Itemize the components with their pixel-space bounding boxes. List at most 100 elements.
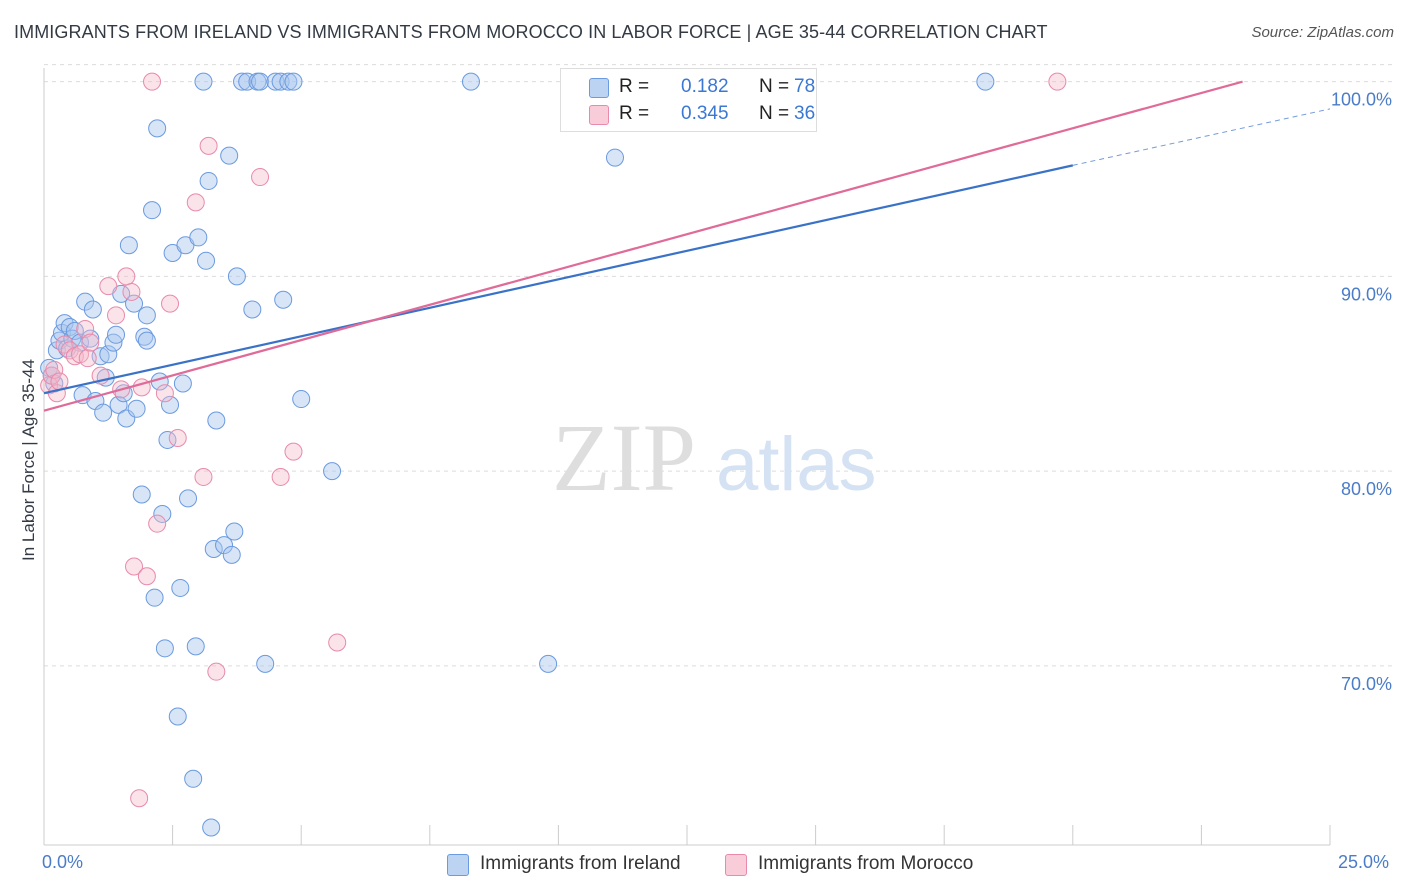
morocco-point — [99, 277, 118, 296]
morocco-point — [155, 384, 174, 403]
ireland-point — [605, 148, 624, 167]
ireland-point — [233, 72, 252, 91]
morocco-point — [122, 282, 141, 301]
ireland-point — [171, 578, 190, 597]
morocco-point — [81, 333, 100, 352]
morocco-point — [78, 349, 97, 368]
ireland-point — [173, 374, 192, 393]
ireland-point — [119, 236, 138, 255]
ireland-point — [94, 403, 113, 422]
morocco-point — [60, 341, 79, 360]
ireland-point — [189, 228, 208, 247]
trend-lines — [43, 80, 1331, 412]
ireland-point — [323, 462, 342, 481]
n-label: N = — [759, 103, 790, 124]
ireland-point — [207, 411, 226, 430]
gridlines — [44, 64, 1392, 667]
ireland-point — [83, 300, 102, 319]
ireland-point — [199, 171, 218, 190]
ireland-point — [125, 294, 144, 313]
ireland-point — [238, 72, 257, 91]
ireland-point — [266, 72, 285, 91]
ireland-point — [76, 292, 95, 311]
ireland-point — [243, 300, 262, 319]
ireland-point — [461, 72, 480, 91]
morocco-point — [207, 662, 226, 681]
ireland-point — [251, 72, 270, 91]
morocco-point — [148, 514, 167, 533]
ireland-point — [274, 290, 293, 309]
ireland-point — [109, 395, 128, 414]
ireland-point — [81, 329, 100, 348]
morocco-legend-swatch — [725, 854, 747, 876]
morocco-point — [107, 306, 126, 325]
morocco-point — [76, 319, 95, 338]
n-value: 36 — [794, 103, 816, 124]
y-axis-label: In Labor Force | Age 35-44 — [19, 359, 38, 561]
n-value: 78 — [794, 76, 816, 97]
correlation-legend: R = 0.182 N = 78 R = 0.345 N = 36 — [560, 68, 817, 132]
morocco-point — [251, 168, 270, 187]
y-tick-label: 90.0% — [1341, 284, 1392, 304]
morocco-point — [137, 567, 156, 586]
y-tick-label: 100.0% — [1331, 90, 1392, 110]
morocco-point — [117, 267, 136, 286]
x-tick-label-max: 25.0% — [1338, 852, 1390, 872]
ireland-point — [137, 306, 156, 325]
morocco-point — [125, 557, 144, 576]
morocco-point — [55, 335, 74, 354]
r-label: R = — [619, 103, 650, 124]
ireland-point — [143, 201, 162, 220]
ireland-point — [976, 72, 995, 91]
r-value: 0.345 — [681, 103, 729, 124]
morocco-point — [199, 136, 218, 155]
ireland-point — [202, 818, 221, 837]
ireland-points — [40, 72, 995, 837]
ireland-point — [204, 540, 223, 558]
y-tick-label: 80.0% — [1341, 479, 1392, 499]
morocco-point — [328, 633, 347, 652]
ireland-point — [220, 146, 239, 165]
watermark-atlas: atlas — [716, 422, 877, 507]
ireland-point — [222, 545, 241, 564]
ireland-point — [155, 639, 174, 658]
ireland-point — [539, 654, 558, 673]
morocco-point — [284, 442, 303, 461]
ireland-point — [279, 72, 298, 91]
n-label: N = — [759, 76, 790, 97]
ireland-trend-extension — [1072, 108, 1331, 166]
ireland-point — [292, 390, 311, 409]
ireland-swatch — [589, 78, 609, 98]
watermark-zip: ZIP — [552, 404, 696, 511]
ireland-point — [179, 489, 198, 508]
morocco-trend-line — [43, 80, 1243, 412]
x-ticks — [172, 825, 1331, 845]
r-label: R = — [619, 76, 650, 97]
morocco-point — [161, 294, 180, 313]
legend-label-ireland: Immigrants from Ireland — [480, 853, 681, 874]
ireland-point — [168, 707, 187, 726]
ireland-point — [284, 72, 303, 91]
legend-label-morocco: Immigrants from Morocco — [758, 853, 974, 874]
morocco-swatch — [589, 105, 609, 125]
morocco-point — [168, 429, 187, 447]
ireland-point — [153, 504, 172, 523]
ireland-point — [161, 395, 180, 414]
ireland-point — [186, 637, 205, 656]
ireland-point — [225, 522, 244, 541]
ireland-point — [271, 72, 290, 91]
ireland-point — [256, 654, 275, 673]
y-tick-labels: 70.0% 80.0% 90.0% 100.0% — [1331, 90, 1392, 694]
ireland-trend-line — [43, 164, 1074, 395]
ireland-point — [127, 399, 146, 418]
watermark: ZIP atlas — [552, 404, 877, 511]
morocco-point — [194, 467, 213, 486]
ireland-point — [194, 72, 213, 91]
morocco-point — [271, 467, 290, 486]
morocco-point — [1048, 72, 1067, 91]
ireland-point — [145, 588, 164, 607]
source-credit: Source: ZipAtlas.com — [1251, 24, 1394, 41]
ireland-point — [148, 119, 167, 138]
chart-title: IMMIGRANTS FROM IRELAND VS IMMIGRANTS FR… — [14, 22, 1048, 42]
